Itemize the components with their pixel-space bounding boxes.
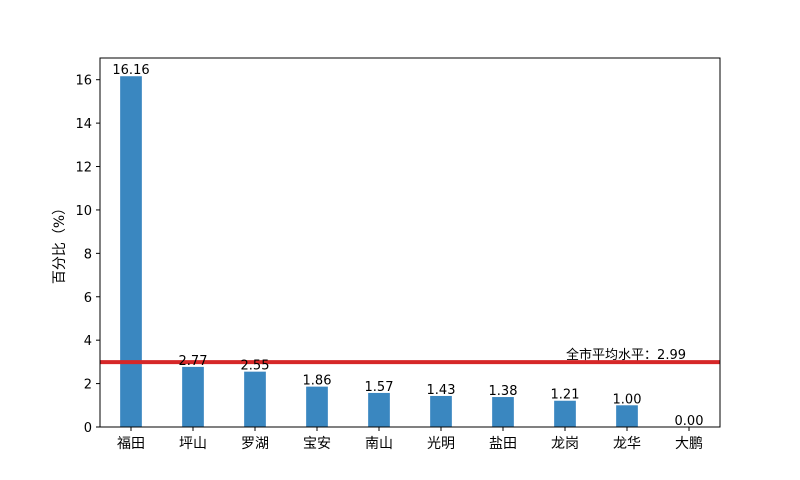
- bar-8: [616, 405, 638, 427]
- x-tick-label-2: 罗湖: [241, 436, 269, 452]
- plot-area-frame: [99, 57, 721, 428]
- bar-5: [430, 395, 452, 427]
- bar-value-label-0: 16.16: [112, 63, 149, 78]
- average-reference-label: 全市平均水平：2.99: [566, 347, 686, 363]
- y-tick-label-1: 2: [84, 378, 92, 393]
- y-tick-label-2: 4: [84, 334, 92, 349]
- bar-value-label-1: 2.77: [179, 354, 208, 369]
- y-axis: 0 2 4 6 8 10 12 14 16: [75, 74, 100, 436]
- bar-value-label-9: 0.00: [675, 414, 704, 429]
- y-tick-label-8: 16: [75, 74, 92, 89]
- bar-series: [120, 76, 638, 427]
- x-axis: 福田 坪山 罗湖 宝安 南山 光明 盐田 龙岗 龙华 大鹏: [117, 427, 703, 452]
- bar-value-label-2: 2.55: [241, 359, 270, 374]
- bar-3: [306, 386, 328, 427]
- y-tick-label-0: 0: [84, 421, 92, 436]
- bar-value-labels: 16.16 2.77 2.55 1.86 1.57 1.43 1.38 1.21 1.00 0.0…: [112, 63, 703, 429]
- x-tick-label-9: 大鹏: [675, 436, 703, 452]
- bar-value-label-3: 1.86: [303, 374, 332, 389]
- bar-1: [182, 366, 204, 427]
- y-tick-label-5: 10: [75, 204, 92, 219]
- bar-value-label-6: 1.38: [489, 384, 518, 399]
- bar-6: [492, 397, 514, 427]
- y-tick-label-7: 14: [75, 117, 92, 132]
- y-tick-label-4: 8: [84, 247, 92, 262]
- bar-7: [554, 400, 576, 427]
- x-tick-label-8: 龙华: [613, 436, 641, 452]
- reference-line-group: 全市平均水平：2.99: [100, 347, 720, 365]
- bar-value-label-8: 1.00: [613, 392, 642, 407]
- x-tick-label-7: 龙岗: [551, 436, 579, 452]
- bar-2: [244, 371, 266, 427]
- bar-value-label-5: 1.43: [427, 383, 456, 398]
- bar-4: [368, 392, 390, 427]
- bar-value-label-7: 1.21: [551, 388, 580, 403]
- y-axis-label: 百分比（%）: [52, 201, 68, 284]
- y-tick-label-3: 6: [84, 291, 92, 306]
- y-tick-label-6: 12: [75, 161, 92, 176]
- x-tick-label-1: 坪山: [179, 436, 207, 452]
- x-tick-label-3: 宝安: [303, 436, 331, 452]
- x-tick-label-6: 盐田: [489, 436, 517, 452]
- x-tick-label-4: 南山: [365, 436, 393, 452]
- bar-value-label-4: 1.57: [365, 380, 394, 395]
- x-tick-label-5: 光明: [427, 436, 455, 452]
- bar-0: [120, 76, 142, 427]
- x-tick-label-0: 福田: [117, 436, 145, 452]
